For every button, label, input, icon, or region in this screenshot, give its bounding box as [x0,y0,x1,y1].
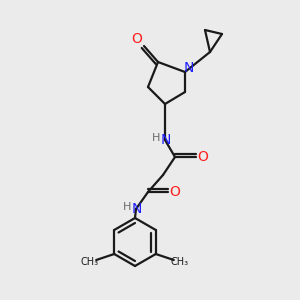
Text: H: H [123,202,131,212]
Text: O: O [169,185,180,199]
Text: H: H [152,133,160,143]
Text: N: N [184,61,194,75]
Text: O: O [132,32,142,46]
Text: CH₃: CH₃ [171,257,189,267]
Text: N: N [161,133,171,147]
Text: O: O [198,150,208,164]
Text: CH₃: CH₃ [80,257,98,267]
Text: N: N [132,202,142,216]
